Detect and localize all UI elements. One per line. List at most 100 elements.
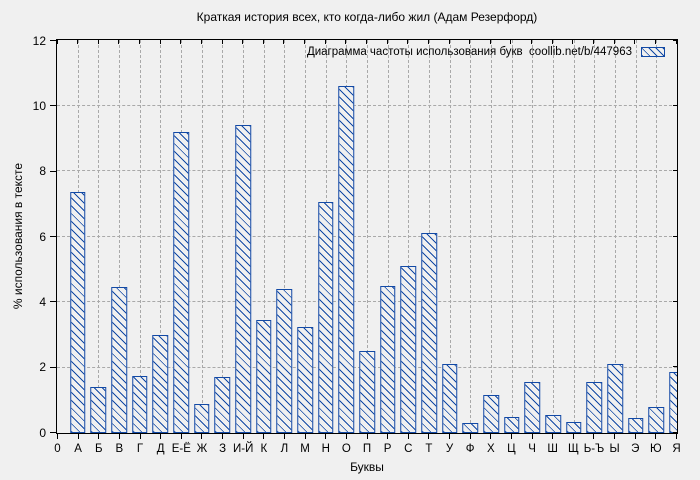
x-tick-mark bbox=[325, 434, 327, 439]
x-tick-label: У bbox=[445, 443, 454, 455]
x-tick-mark bbox=[366, 434, 368, 439]
x-gridline bbox=[263, 40, 265, 433]
x-tick-label: З bbox=[219, 443, 227, 455]
y-tick-mark-mirror bbox=[673, 366, 677, 368]
x-tick-mark-mirror bbox=[551, 40, 553, 44]
x-gridline bbox=[573, 40, 575, 433]
x-gridline bbox=[139, 40, 141, 433]
x-gridline bbox=[615, 40, 616, 433]
bar-Н bbox=[317, 202, 334, 433]
x-tick-label: Н bbox=[321, 443, 330, 455]
x-tick-label: Л bbox=[280, 443, 289, 455]
x-tick-mark-mirror bbox=[200, 40, 202, 44]
x-tick-mark-mirror bbox=[654, 40, 656, 44]
x-tick-mark-mirror bbox=[139, 40, 141, 44]
y-tick-mark bbox=[50, 366, 57, 368]
x-axis-title: Буквы bbox=[350, 460, 384, 474]
x-tick-mark bbox=[469, 434, 471, 439]
x-tick-label: И-Й bbox=[233, 443, 254, 455]
x-tick-label: 0 bbox=[54, 443, 61, 455]
x-tick-mark bbox=[345, 434, 347, 439]
y-tick-mark-mirror bbox=[673, 300, 677, 302]
x-tick-mark bbox=[490, 434, 492, 439]
x-gridline bbox=[408, 40, 410, 433]
y-tick-label: 0 bbox=[39, 425, 46, 440]
y-tick-label: 2 bbox=[39, 360, 46, 375]
x-tick-mark bbox=[449, 434, 451, 439]
bar-Ф bbox=[462, 423, 479, 433]
x-gridline bbox=[470, 40, 472, 433]
x-tick-mark-mirror bbox=[407, 40, 409, 44]
y-tick-mark-mirror bbox=[673, 431, 677, 433]
x-tick-label: О bbox=[341, 443, 351, 455]
x-tick-label: В bbox=[115, 443, 124, 455]
bar-Р bbox=[379, 285, 396, 433]
y-tick-label: 8 bbox=[39, 164, 46, 179]
x-tick-label: Т bbox=[425, 443, 433, 455]
x-tick-mark bbox=[614, 434, 616, 439]
x-tick-mark-mirror bbox=[427, 40, 429, 44]
x-tick-mark bbox=[510, 434, 512, 439]
x-tick-mark-mirror bbox=[469, 40, 471, 44]
x-tick-mark bbox=[387, 434, 389, 439]
x-gridline bbox=[305, 40, 306, 433]
x-tick-mark bbox=[593, 434, 595, 439]
legend: Диаграмма частоты использования букв coo… bbox=[307, 46, 665, 58]
x-tick-mark-mirror bbox=[283, 40, 285, 44]
y-tick-mark bbox=[50, 105, 57, 107]
x-tick-label: Ф bbox=[465, 443, 475, 455]
x-tick-mark bbox=[139, 434, 141, 439]
x-tick-label: Х bbox=[486, 443, 495, 455]
x-tick-mark bbox=[98, 434, 100, 439]
legend-label: Диаграмма частоты использования букв coo… bbox=[306, 46, 632, 58]
bar-Ю bbox=[648, 406, 665, 433]
x-tick-mark-mirror bbox=[489, 40, 491, 44]
x-gridline bbox=[119, 40, 120, 433]
x-tick-mark-mirror bbox=[221, 40, 223, 44]
x-tick-mark-mirror bbox=[180, 40, 182, 44]
x-tick-label: Д bbox=[156, 443, 165, 455]
x-gridline bbox=[201, 40, 203, 433]
x-tick-mark-mirror bbox=[77, 40, 79, 44]
x-tick-label: Я bbox=[672, 443, 681, 455]
x-gridline bbox=[367, 40, 368, 433]
x-gridline bbox=[511, 40, 513, 433]
x-tick-mark-mirror bbox=[613, 40, 615, 44]
plot-area: Диаграмма частоты использования букв coo… bbox=[56, 39, 678, 434]
chart-title: Краткая история всех, кто когда-либо жил… bbox=[196, 10, 538, 24]
x-gridline bbox=[594, 40, 596, 433]
y-tick-label: 4 bbox=[39, 294, 46, 309]
y-tick-mark-mirror bbox=[673, 235, 677, 237]
bar-Ы bbox=[607, 364, 623, 433]
x-tick-mark-mirror bbox=[448, 40, 450, 44]
x-gridline bbox=[532, 40, 534, 433]
bar-П bbox=[359, 351, 375, 433]
x-tick-mark-mirror bbox=[572, 40, 574, 44]
x-tick-label: Р bbox=[383, 443, 392, 455]
x-tick-label: Ю bbox=[650, 443, 662, 455]
bar-М bbox=[297, 326, 313, 433]
x-tick-mark bbox=[552, 434, 554, 439]
y-tick-mark-mirror bbox=[673, 104, 677, 106]
bar-Ч bbox=[524, 382, 541, 433]
x-tick-mark bbox=[160, 434, 162, 439]
x-gridline bbox=[491, 40, 492, 433]
x-tick-label: М bbox=[300, 443, 310, 455]
x-tick-label: Е-Ё bbox=[171, 443, 191, 455]
x-tick-mark bbox=[242, 434, 244, 439]
x-tick-mark bbox=[655, 434, 657, 439]
x-gridline bbox=[656, 40, 658, 433]
bar-Э bbox=[627, 418, 644, 433]
y-tick-label: 10 bbox=[32, 98, 46, 113]
y-tick-mark bbox=[50, 301, 57, 303]
x-tick-label: С bbox=[404, 443, 413, 455]
y-tick-label: 12 bbox=[32, 33, 46, 48]
bar-О bbox=[338, 85, 355, 433]
x-gridline bbox=[635, 40, 637, 433]
x-tick-mark bbox=[263, 434, 265, 439]
bar-Е-Ё bbox=[173, 131, 189, 433]
x-tick-mark-mirror bbox=[118, 40, 120, 44]
bar-С bbox=[400, 265, 417, 433]
x-tick-mark-mirror bbox=[345, 40, 347, 44]
